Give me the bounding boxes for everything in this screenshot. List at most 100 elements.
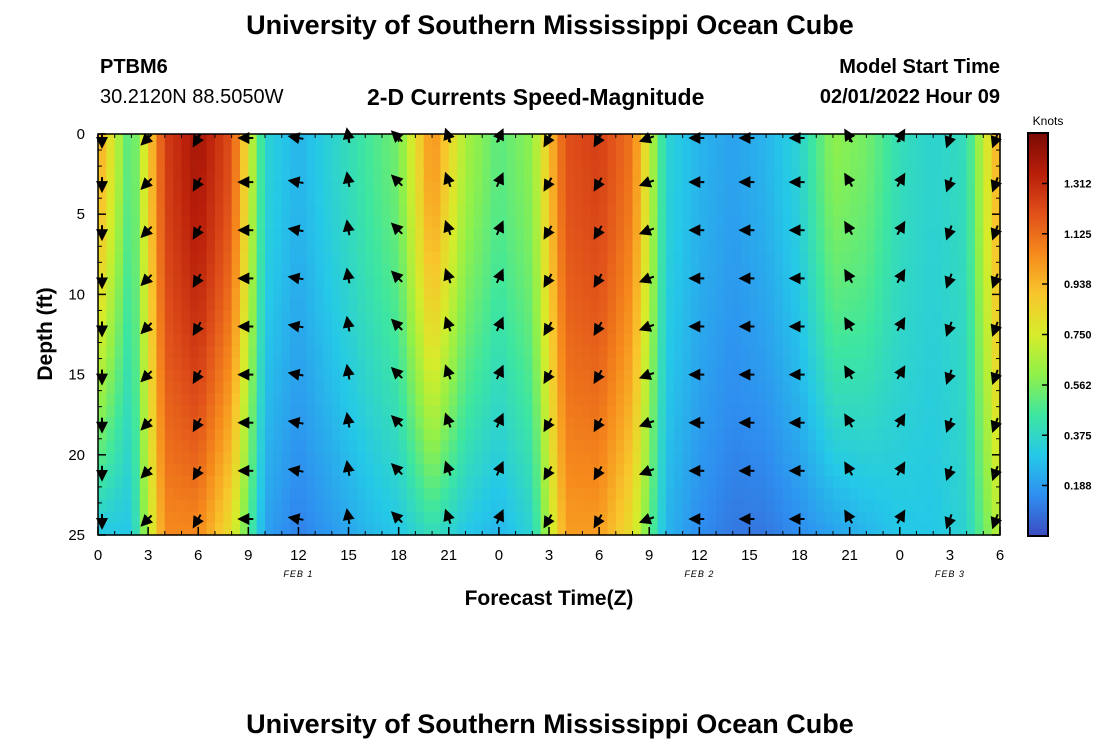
heatmap-cell bbox=[883, 275, 893, 288]
heatmap-cell bbox=[273, 310, 283, 324]
heatmap-cell bbox=[924, 381, 934, 395]
heatmap-cell bbox=[323, 322, 333, 336]
heatmap-cell bbox=[699, 181, 709, 194]
heatmap-cell bbox=[933, 228, 943, 241]
heatmap-cell bbox=[323, 251, 333, 265]
heatmap-cell bbox=[265, 499, 274, 513]
heatmap-cell bbox=[306, 192, 316, 206]
heatmap-cell bbox=[590, 393, 600, 406]
heatmap-cell bbox=[640, 381, 650, 395]
heatmap-cell bbox=[674, 358, 684, 371]
heatmap-cell bbox=[599, 428, 609, 442]
heatmap-cell bbox=[557, 287, 567, 300]
heatmap-cell bbox=[373, 381, 383, 395]
heatmap-cell bbox=[290, 322, 300, 336]
heatmap-cell bbox=[958, 511, 968, 524]
heatmap-cell bbox=[707, 169, 717, 182]
heatmap-cell bbox=[348, 204, 358, 218]
heatmap-cell bbox=[557, 358, 567, 371]
heatmap-cell bbox=[239, 240, 249, 253]
heatmap-cell bbox=[432, 452, 442, 465]
heatmap-cell bbox=[173, 369, 183, 383]
heatmap-cell bbox=[958, 428, 968, 442]
heatmap-cell bbox=[565, 134, 575, 147]
heatmap-cell bbox=[657, 405, 667, 418]
heatmap-cell bbox=[515, 417, 525, 430]
heatmap-cell bbox=[574, 393, 584, 406]
heatmap-cell bbox=[549, 240, 558, 253]
heatmap-cell bbox=[724, 452, 734, 465]
heatmap-cell bbox=[674, 452, 684, 465]
heatmap-cell bbox=[256, 464, 266, 477]
heatmap-cell bbox=[824, 464, 834, 477]
heatmap-cell bbox=[331, 310, 341, 324]
heatmap-cell bbox=[615, 169, 625, 182]
heatmap-cell bbox=[958, 523, 968, 536]
heatmap-cell bbox=[732, 369, 742, 383]
heatmap-cell bbox=[223, 299, 233, 312]
heatmap-cell bbox=[749, 310, 759, 324]
heatmap-cell bbox=[148, 417, 158, 430]
heatmap-cell bbox=[507, 428, 517, 442]
heatmap-cell bbox=[983, 440, 993, 454]
heatmap-cell bbox=[248, 216, 258, 229]
heatmap-cell bbox=[933, 511, 943, 524]
heatmap-cell bbox=[206, 440, 216, 454]
heatmap-cell bbox=[148, 452, 158, 465]
heatmap-cell bbox=[799, 228, 809, 241]
heatmap-cell bbox=[991, 204, 1001, 218]
heatmap-cell bbox=[114, 275, 124, 288]
heatmap-cell bbox=[123, 169, 133, 182]
heatmap-cell bbox=[156, 440, 166, 454]
heatmap-cell bbox=[908, 240, 918, 253]
heatmap-cell bbox=[98, 428, 107, 442]
current-vector-arrow bbox=[638, 224, 655, 236]
heatmap-cell bbox=[582, 487, 592, 501]
heatmap-cell bbox=[866, 369, 876, 383]
heatmap-cell bbox=[114, 157, 124, 170]
heatmap-cell bbox=[156, 145, 166, 159]
heatmap-cell bbox=[799, 405, 809, 418]
heatmap-cell bbox=[164, 346, 174, 359]
heatmap-cell bbox=[732, 322, 742, 336]
heatmap-cell bbox=[323, 287, 333, 300]
heatmap-cell bbox=[465, 499, 475, 513]
heatmap-cell bbox=[991, 346, 1001, 359]
heatmap-cell bbox=[874, 192, 884, 206]
heatmap-cell bbox=[716, 240, 725, 253]
heatmap-cell bbox=[557, 134, 567, 147]
heatmap-cell bbox=[131, 322, 141, 336]
heatmap-cell bbox=[690, 263, 700, 277]
heatmap-cell bbox=[373, 511, 383, 524]
heatmap-cell bbox=[390, 157, 400, 170]
heatmap-cell bbox=[599, 251, 609, 265]
heatmap-cell bbox=[924, 499, 934, 513]
heatmap-cell bbox=[106, 145, 116, 159]
heatmap-cell bbox=[933, 334, 943, 347]
heatmap-cell bbox=[407, 487, 416, 501]
heatmap-cell bbox=[173, 299, 183, 312]
heatmap-cell bbox=[791, 169, 801, 182]
heatmap-cell bbox=[457, 464, 467, 477]
heatmap-cell bbox=[707, 476, 717, 489]
heatmap-cell bbox=[106, 240, 116, 253]
current-vector-arrow bbox=[443, 171, 455, 188]
heatmap-cell bbox=[323, 428, 333, 442]
heatmap-cell bbox=[807, 192, 817, 206]
heatmap-cell bbox=[624, 511, 634, 524]
heatmap-cell bbox=[791, 499, 801, 513]
heatmap-cell bbox=[423, 287, 433, 300]
heatmap-cell bbox=[707, 523, 717, 536]
heatmap-cell bbox=[707, 440, 717, 454]
heatmap-cell bbox=[716, 181, 725, 194]
heatmap-cell bbox=[348, 134, 358, 147]
heatmap-cell bbox=[214, 358, 224, 371]
heatmap-cell bbox=[983, 275, 993, 288]
heatmap-cell bbox=[791, 216, 801, 229]
heatmap-cell bbox=[298, 157, 308, 170]
heatmap-cell bbox=[239, 346, 249, 359]
heatmap-cell bbox=[858, 511, 867, 524]
heatmap-cell bbox=[841, 240, 851, 253]
heatmap-cell bbox=[716, 487, 725, 501]
